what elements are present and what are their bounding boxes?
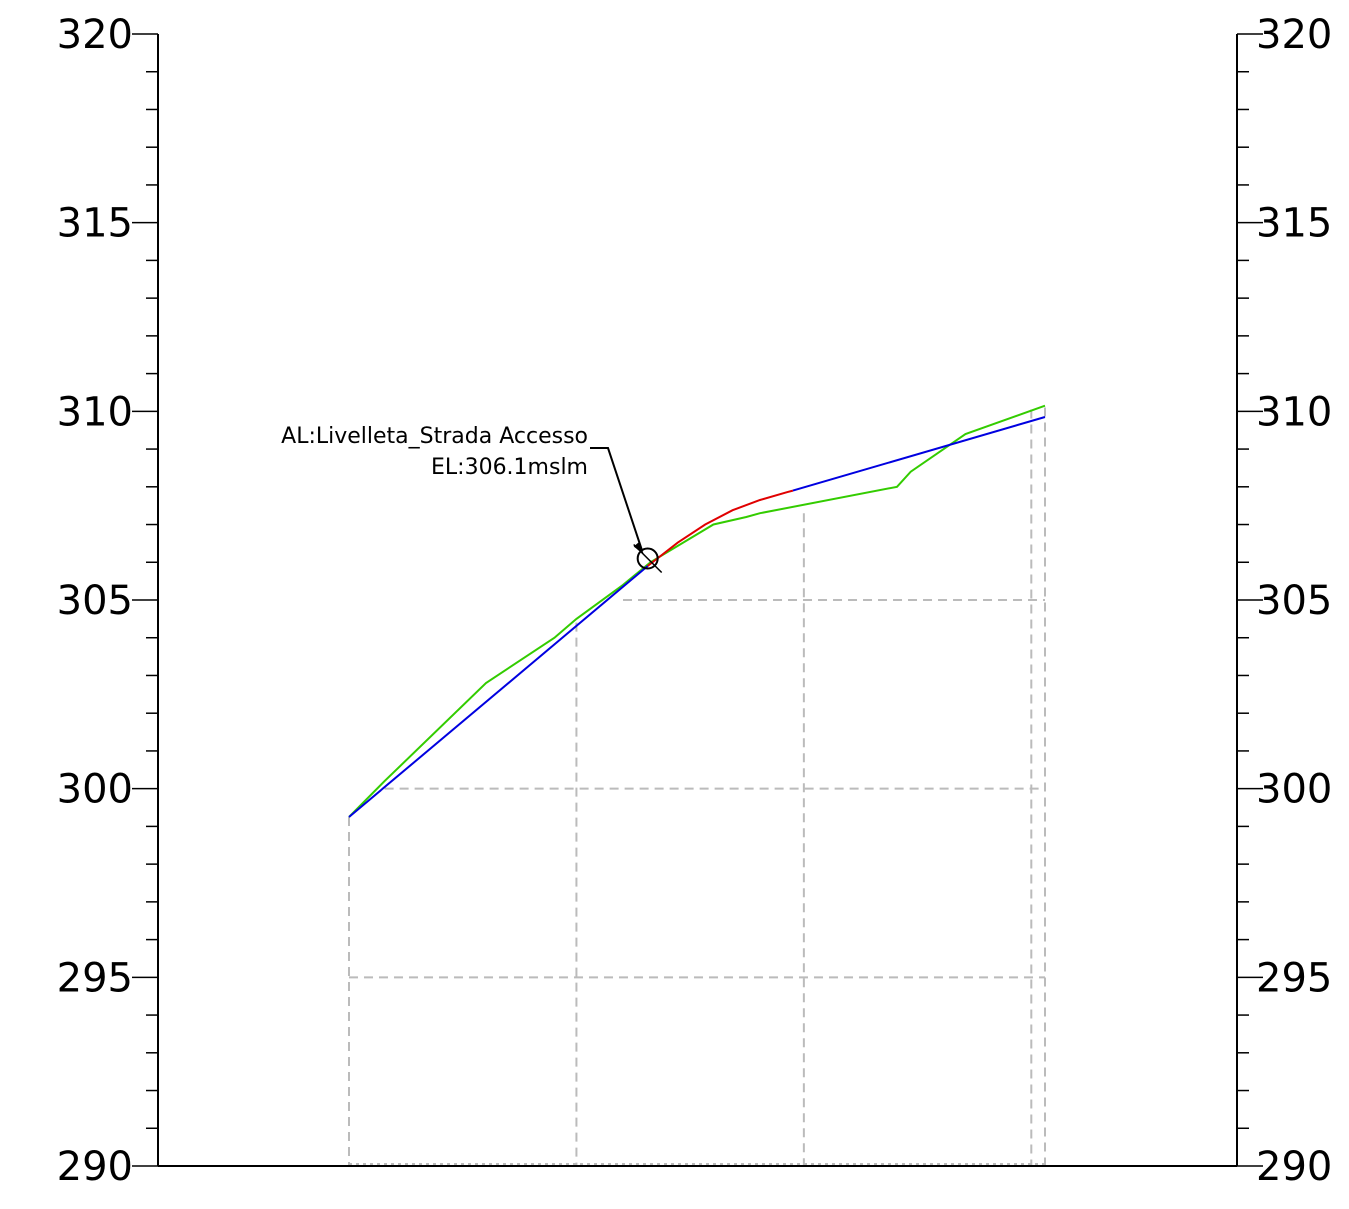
right-tick-label: 315 xyxy=(1256,201,1332,247)
left-tick-label: 310 xyxy=(57,389,133,435)
right-tick-label: 320 xyxy=(1256,12,1332,58)
series-ground xyxy=(348,404,1046,818)
annotation-marker-cross xyxy=(633,543,663,574)
series-lines xyxy=(348,404,1046,818)
right-tick-label: 310 xyxy=(1256,389,1332,435)
annotation: AL:Livelleta_Strada Accesso EL:306.1mslm xyxy=(281,424,663,574)
left-tick-label: 300 xyxy=(57,767,133,813)
annotation-marker-circle xyxy=(636,547,659,570)
left-tick-label: 290 xyxy=(57,1144,133,1190)
left-tick-label: 305 xyxy=(57,578,133,624)
left-tick-label: 295 xyxy=(57,955,133,1001)
left-tick-label: 315 xyxy=(57,201,133,247)
series-vertical-curve xyxy=(647,489,794,567)
series-grade-line-2 xyxy=(792,416,1046,492)
annotation-leader xyxy=(590,447,643,550)
right-tick-label: 300 xyxy=(1256,767,1332,813)
series-grade-line xyxy=(348,565,649,818)
annotation-label: AL:Livelleta_Strada Accesso xyxy=(281,424,588,449)
right-tick-label: 305 xyxy=(1256,578,1332,624)
annotation-elevation: EL:306.1mslm xyxy=(431,455,588,480)
left-tick-label: 320 xyxy=(57,12,133,58)
grid-lines xyxy=(348,407,1046,1166)
axes: 290 290 295 295 300 300 305 305 310 310 315 315 320 3… xyxy=(57,12,1333,1190)
right-tick-label: 290 xyxy=(1256,1144,1332,1190)
right-tick-label: 295 xyxy=(1256,955,1332,1001)
